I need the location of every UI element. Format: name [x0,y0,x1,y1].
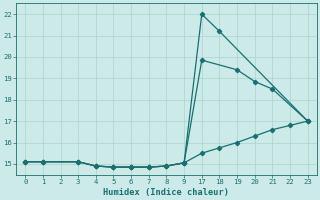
X-axis label: Humidex (Indice chaleur): Humidex (Indice chaleur) [103,188,229,197]
